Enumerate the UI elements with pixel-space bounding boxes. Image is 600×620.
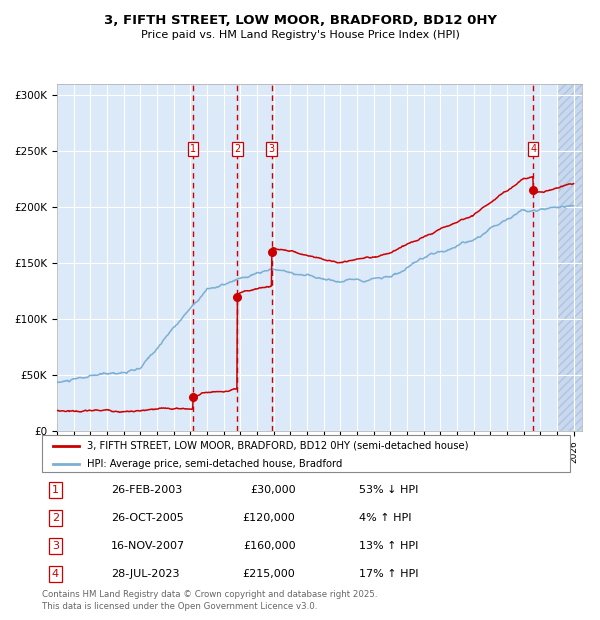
Text: 3: 3: [269, 144, 275, 154]
Text: £120,000: £120,000: [242, 513, 295, 523]
Text: 3, FIFTH STREET, LOW MOOR, BRADFORD, BD12 0HY (semi-detached house): 3, FIFTH STREET, LOW MOOR, BRADFORD, BD1…: [87, 441, 469, 451]
Text: 1: 1: [190, 144, 196, 154]
Text: 4% ↑ HPI: 4% ↑ HPI: [359, 513, 412, 523]
Text: 13% ↑ HPI: 13% ↑ HPI: [359, 541, 418, 551]
Text: 16-NOV-2007: 16-NOV-2007: [110, 541, 185, 551]
Text: 28-JUL-2023: 28-JUL-2023: [110, 569, 179, 579]
Text: £215,000: £215,000: [242, 569, 295, 579]
Text: 2: 2: [234, 144, 241, 154]
FancyBboxPatch shape: [42, 435, 570, 472]
Text: 17% ↑ HPI: 17% ↑ HPI: [359, 569, 418, 579]
Text: HPI: Average price, semi-detached house, Bradford: HPI: Average price, semi-detached house,…: [87, 459, 342, 469]
Text: £160,000: £160,000: [243, 541, 295, 551]
Text: 3: 3: [52, 541, 59, 551]
Text: 4: 4: [52, 569, 59, 579]
Text: 1: 1: [52, 485, 59, 495]
Text: 4: 4: [530, 144, 536, 154]
Text: 26-OCT-2005: 26-OCT-2005: [110, 513, 184, 523]
Text: Price paid vs. HM Land Registry's House Price Index (HPI): Price paid vs. HM Land Registry's House …: [140, 30, 460, 40]
Text: Contains HM Land Registry data © Crown copyright and database right 2025.
This d: Contains HM Land Registry data © Crown c…: [42, 590, 377, 611]
Text: 3, FIFTH STREET, LOW MOOR, BRADFORD, BD12 0HY: 3, FIFTH STREET, LOW MOOR, BRADFORD, BD1…: [104, 14, 497, 27]
Text: £30,000: £30,000: [250, 485, 295, 495]
Text: 53% ↓ HPI: 53% ↓ HPI: [359, 485, 418, 495]
Text: 2: 2: [52, 513, 59, 523]
Bar: [557, 84, 582, 431]
Text: 26-FEB-2003: 26-FEB-2003: [110, 485, 182, 495]
